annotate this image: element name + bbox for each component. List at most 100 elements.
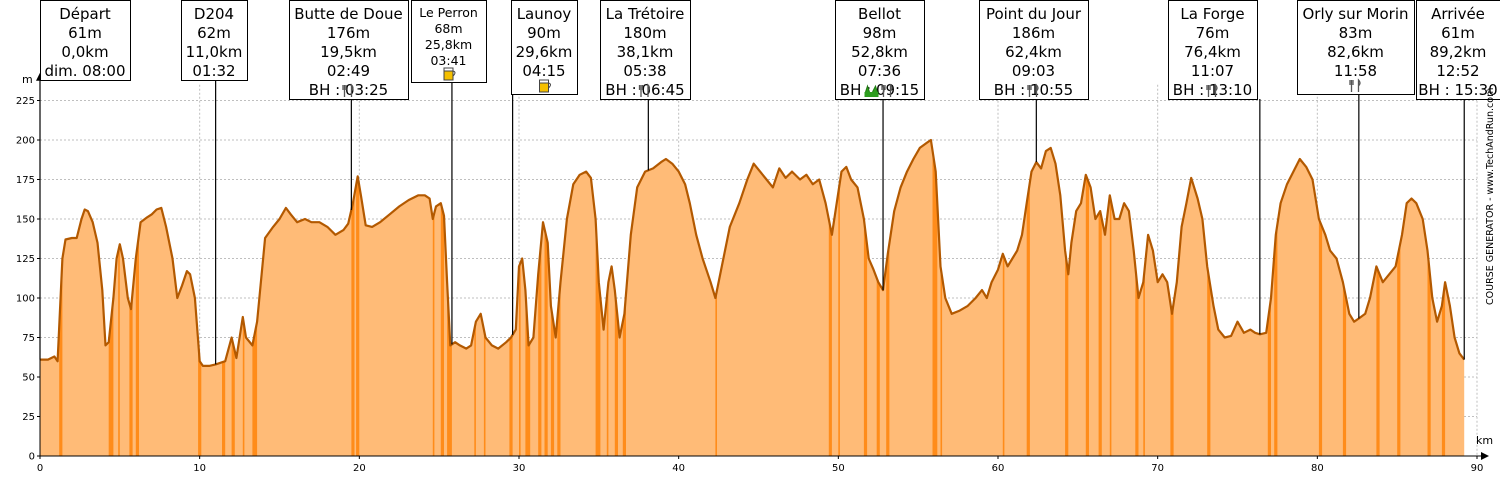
- waypoint-label-box: [1168, 0, 1258, 100]
- cutlery-icon: [1206, 85, 1211, 97]
- y-tick-label: 25: [22, 412, 35, 423]
- x-tick-label: 30: [513, 463, 526, 474]
- steep-segment: [1098, 211, 1102, 456]
- steep-segment: [538, 239, 542, 456]
- steep-segment: [129, 292, 133, 456]
- steep-segment: [863, 219, 868, 456]
- waypoint-label-line: Bellot: [858, 5, 901, 23]
- steep-segment: [1109, 195, 1112, 457]
- waypoint-label-line: 05:38: [623, 62, 666, 80]
- waypoint-label-line: Arrivée: [1431, 5, 1485, 23]
- steep-segment: [118, 244, 120, 456]
- waypoint-label-line: 52,8km: [851, 43, 908, 61]
- waypoint-label-line: Butte de Doue: [294, 5, 403, 23]
- steep-segment: [525, 290, 531, 456]
- waypoint-label-line: 76,4km: [1184, 43, 1241, 61]
- x-tick-label: 90: [1471, 463, 1484, 474]
- cutlery-icon: [638, 85, 644, 97]
- y-tick-label: 150: [16, 215, 35, 226]
- steep-segment: [595, 219, 601, 456]
- waypoint-label-box: [835, 0, 925, 100]
- steep-segment: [356, 176, 360, 457]
- steep-segment: [1026, 182, 1030, 456]
- steep-segment: [932, 150, 938, 456]
- steep-segment: [1002, 253, 1005, 456]
- waypoint-label-box: [1416, 0, 1500, 100]
- steep-segment: [440, 203, 444, 456]
- waypoint-label-line: 07:36: [858, 62, 901, 80]
- beer-foam-icon: [539, 79, 549, 84]
- steep-segment: [715, 290, 717, 456]
- steep-segment: [432, 212, 435, 456]
- steep-segment: [1376, 266, 1380, 456]
- waypoint-label-line: 76m: [1196, 24, 1230, 42]
- steep-segment: [1267, 298, 1271, 456]
- elevation-fill: [40, 140, 1465, 456]
- waypoint-label-line: 89,2km: [1430, 43, 1487, 61]
- steep-segment: [1170, 303, 1174, 456]
- cutlery-icon: [1349, 80, 1354, 92]
- waypoint-label-line: 09:03: [1012, 62, 1055, 80]
- waypoint-label-line: 02:49: [327, 62, 370, 80]
- x-tick-label: 10: [193, 463, 206, 474]
- y-tick-label: 50: [22, 373, 35, 384]
- y-tick-label: 75: [22, 333, 35, 344]
- waypoint-label-line: La Trétoire: [606, 5, 685, 23]
- waypoint-label-line: BH : 06:45: [605, 81, 684, 99]
- waypoint-label-line: 01:32: [192, 62, 235, 80]
- x-tick-label: 0: [37, 463, 43, 474]
- steep-segment: [1085, 174, 1089, 457]
- steep-segment: [242, 317, 245, 456]
- waypoint-label-line: 11:58: [1334, 62, 1377, 80]
- steep-segment: [550, 305, 555, 456]
- waypoint-label-line: 90m: [527, 24, 561, 42]
- waypoint-label-line: Le Perron: [419, 5, 478, 20]
- waypoint-label-box: [600, 0, 691, 100]
- steep-segment: [614, 290, 618, 456]
- steep-segment: [59, 258, 63, 456]
- steep-segment: [544, 229, 548, 456]
- steep-segment: [135, 234, 139, 456]
- knife-icon: [647, 83, 651, 97]
- steep-segment: [940, 266, 943, 456]
- waypoint-label-line: BH : 13:10: [1173, 81, 1252, 99]
- steep-segment: [838, 182, 840, 456]
- waypoint-label-line: 04:15: [522, 62, 565, 80]
- x-tick-label: 20: [353, 463, 366, 474]
- steep-segment: [606, 282, 609, 456]
- steep-segment: [1397, 242, 1401, 456]
- waypoint-label-line: BH : 03:25: [309, 81, 388, 99]
- grass-icon: [864, 92, 879, 97]
- steep-segment: [886, 243, 890, 456]
- waypoint-label-line: Point du Jour: [986, 5, 1082, 23]
- steep-segment: [198, 340, 202, 456]
- steep-segment: [876, 278, 880, 456]
- knife-icon: [1357, 78, 1361, 92]
- waypoint-label-line: 176m: [327, 24, 370, 42]
- steep-segment: [1427, 250, 1431, 456]
- steep-segment: [483, 329, 486, 456]
- waypoint-label-line: BH : 10:55: [994, 81, 1073, 99]
- waypoint-label-line: 62m: [197, 24, 231, 42]
- waypoint-label-line: 98m: [863, 24, 897, 42]
- steep-segment: [557, 282, 561, 456]
- waypoint-label-line: 0,0km: [61, 43, 108, 61]
- steep-segment: [222, 361, 226, 456]
- waypoint-label-box: [511, 0, 578, 95]
- waypoint-label-line: dim. 08:00: [44, 62, 125, 80]
- waypoint-label-line: D204: [194, 5, 234, 23]
- waypoint-label-line: 61m: [1441, 24, 1475, 42]
- waypoint-label-line: 11,0km: [186, 43, 243, 61]
- steep-segment: [1207, 266, 1211, 456]
- beer-foam-icon: [443, 67, 454, 72]
- steep-segment: [1135, 266, 1139, 456]
